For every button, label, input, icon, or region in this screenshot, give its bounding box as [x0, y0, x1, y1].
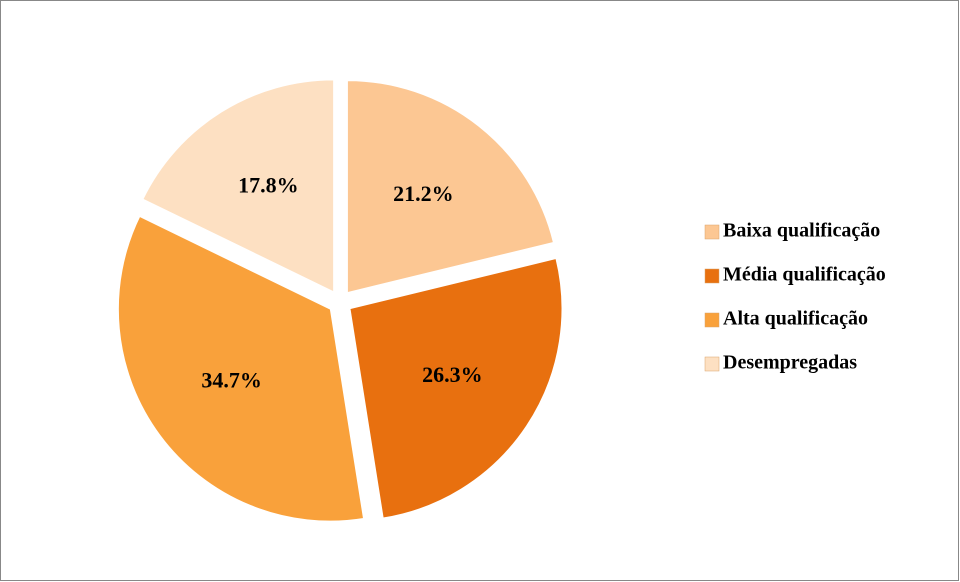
legend-label: Média qualificação: [723, 264, 886, 286]
pie-slice: [349, 257, 563, 519]
legend-swatch: [704, 356, 720, 372]
legend-label: Alta qualificação: [723, 308, 868, 330]
legend-label: Desempregadas: [723, 352, 857, 374]
data-label: 21.2%: [393, 181, 454, 206]
legend-swatch: [704, 224, 720, 240]
legend-label: Baixa qualificação: [723, 220, 880, 242]
data-label: 17.8%: [238, 173, 299, 198]
pie-slice: [346, 80, 555, 294]
data-label: 34.7%: [201, 367, 262, 392]
pie-slice: [142, 79, 335, 293]
legend-swatch: [704, 312, 720, 328]
legend-swatch: [704, 268, 720, 284]
pie-slice: [117, 215, 365, 522]
data-label: 26.3%: [422, 362, 483, 387]
